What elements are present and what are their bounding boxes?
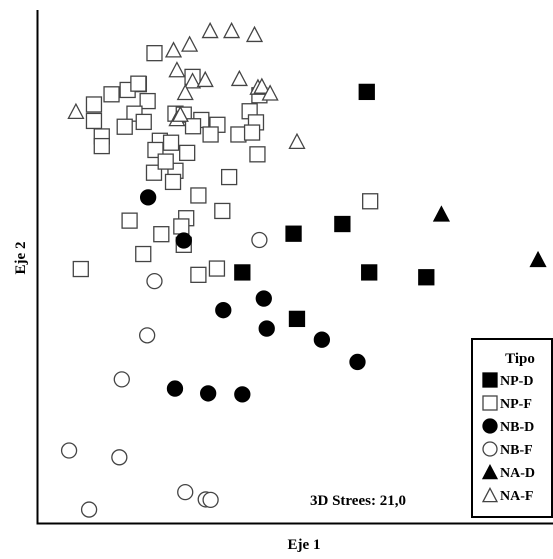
point-nb-f-6 bbox=[111, 449, 128, 466]
point-na-f-11 bbox=[253, 77, 271, 94]
legend-marker-np-f bbox=[482, 395, 498, 411]
point-np-f-34 bbox=[190, 187, 207, 204]
legend-label-nb-d: NB-D bbox=[500, 420, 534, 435]
point-np-d-6 bbox=[418, 269, 435, 286]
point-na-f-4 bbox=[164, 41, 183, 58]
point-nb-f-5 bbox=[60, 442, 78, 459]
point-nb-d-8 bbox=[166, 380, 184, 397]
point-np-d-1 bbox=[358, 83, 375, 101]
legend-marker-na-d bbox=[481, 463, 499, 480]
point-nb-d-7 bbox=[349, 353, 366, 371]
legend-label-np-d: NP-D bbox=[500, 374, 533, 389]
point-na-f-6 bbox=[168, 61, 186, 78]
point-na-f-16 bbox=[171, 105, 189, 122]
point-na-f-2 bbox=[223, 21, 241, 39]
point-np-f-1 bbox=[146, 45, 163, 62]
point-np-f-40 bbox=[243, 124, 261, 141]
legend-title: Tipo bbox=[505, 351, 535, 367]
legend-label-na-d: NA-D bbox=[500, 466, 535, 481]
legend-marker-nb-d bbox=[482, 418, 498, 434]
legend-marker-na-f bbox=[481, 486, 499, 503]
point-nb-f-2 bbox=[146, 272, 163, 290]
point-na-f-12 bbox=[67, 102, 85, 120]
point-nb-d-2 bbox=[175, 232, 192, 249]
point-np-f-42 bbox=[72, 260, 89, 278]
point-np-f-23 bbox=[162, 134, 180, 151]
point-nb-d-3 bbox=[215, 302, 232, 319]
point-np-f-47 bbox=[130, 75, 147, 92]
point-nb-d-9 bbox=[200, 385, 217, 402]
point-np-d-3 bbox=[285, 225, 302, 242]
data-points bbox=[60, 21, 547, 518]
point-np-f-25 bbox=[179, 144, 196, 162]
point-np-f-28 bbox=[157, 153, 174, 170]
point-na-f-1 bbox=[201, 21, 219, 39]
point-np-f-44 bbox=[190, 266, 207, 283]
point-np-f-35 bbox=[214, 202, 231, 220]
point-np-f-36 bbox=[173, 218, 190, 235]
point-nb-d-5 bbox=[258, 320, 275, 337]
point-na-f-14 bbox=[176, 83, 194, 101]
point-nb-f-9 bbox=[202, 491, 219, 509]
point-np-f-11 bbox=[135, 113, 152, 131]
point-np-f-39 bbox=[135, 245, 152, 263]
point-nb-d-1 bbox=[139, 189, 157, 206]
point-np-f-32 bbox=[220, 168, 238, 186]
point-np-f-45 bbox=[362, 193, 379, 210]
point-nb-f-10 bbox=[80, 501, 98, 518]
point-na-f-15 bbox=[261, 84, 279, 101]
point-np-f-43 bbox=[208, 260, 226, 277]
legend: Tipo NP-D NP-F NB-D NB-F NA-D NA-F bbox=[471, 338, 553, 518]
point-np-f-19 bbox=[202, 126, 219, 143]
point-np-d-7 bbox=[288, 310, 306, 328]
x-axis-title: Eje 1 bbox=[288, 537, 321, 553]
legend-marker-nb-f bbox=[482, 441, 498, 457]
point-np-f-16 bbox=[85, 112, 103, 130]
point-na-f-17 bbox=[288, 132, 306, 150]
point-nb-d-4 bbox=[255, 290, 272, 307]
point-np-f-30 bbox=[249, 146, 266, 163]
legend-label-nb-f: NB-F bbox=[500, 443, 533, 458]
point-na-f-8 bbox=[196, 70, 214, 88]
point-np-f-29 bbox=[164, 173, 182, 191]
point-np-d-2 bbox=[334, 215, 351, 233]
legend-marker-np-d bbox=[482, 372, 498, 388]
y-axis-title: Eje 2 bbox=[13, 242, 29, 275]
legend-items: NP-D NP-F NB-D NB-F NA-D NA-F bbox=[481, 372, 535, 504]
point-np-f-46 bbox=[85, 96, 103, 113]
legend-label-na-f: NA-F bbox=[500, 489, 533, 504]
point-np-f-41 bbox=[121, 212, 138, 229]
point-np-f-6 bbox=[139, 92, 156, 110]
point-na-f-3 bbox=[245, 25, 264, 43]
point-np-f-4 bbox=[103, 86, 120, 103]
axes bbox=[36, 10, 553, 525]
point-nb-f-3 bbox=[139, 327, 156, 344]
point-na-d-1 bbox=[432, 205, 451, 222]
point-nb-f-7 bbox=[177, 484, 194, 501]
point-np-d-5 bbox=[361, 264, 378, 281]
point-np-f-17 bbox=[116, 118, 133, 135]
point-na-d-2 bbox=[529, 250, 547, 268]
point-np-f-21 bbox=[93, 137, 110, 155]
legend-label-np-f: NP-F bbox=[500, 397, 532, 412]
point-nb-f-4 bbox=[113, 371, 130, 388]
point-np-f-18 bbox=[184, 118, 202, 135]
point-na-f-7 bbox=[183, 72, 202, 89]
point-na-f-9 bbox=[230, 69, 248, 87]
point-na-f-5 bbox=[181, 35, 199, 52]
point-nb-d-10 bbox=[234, 386, 251, 403]
point-np-f-31 bbox=[230, 126, 247, 143]
point-np-f-38 bbox=[153, 226, 170, 243]
point-nb-f-1 bbox=[251, 231, 268, 249]
point-np-d-4 bbox=[234, 264, 251, 281]
point-nb-d-6 bbox=[313, 331, 331, 348]
stress-annotation: 3D Strees: 21,0 bbox=[310, 493, 406, 509]
